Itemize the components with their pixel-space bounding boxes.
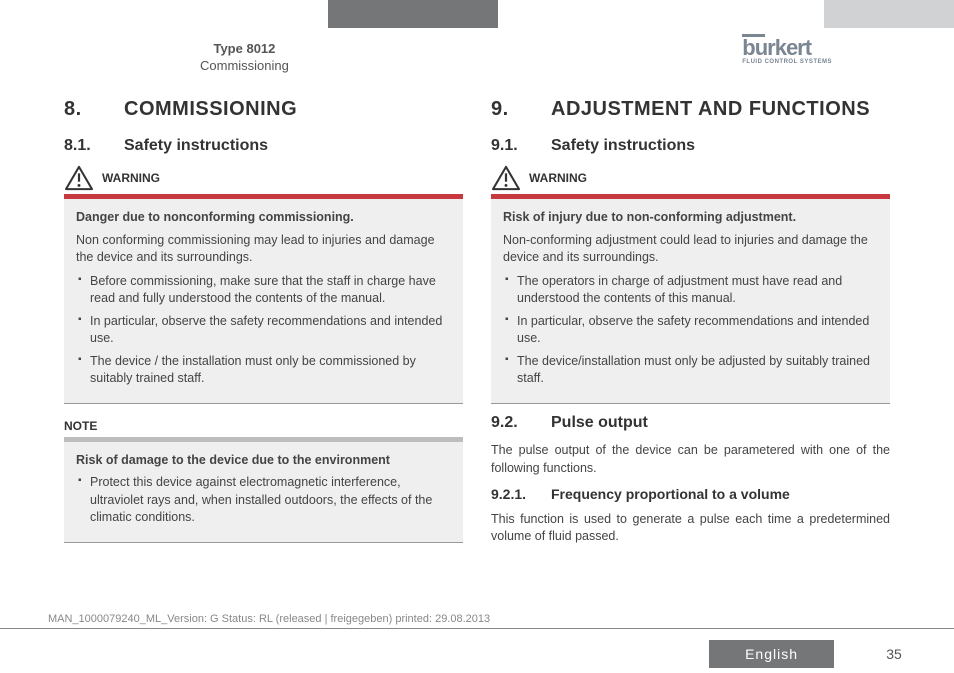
- warning-icon: [64, 165, 94, 191]
- warning-bullet: In particular, observe the safety recomm…: [76, 313, 451, 348]
- warning-label: WARNING: [102, 170, 160, 187]
- warning-icon: [491, 165, 521, 191]
- note-title: Risk of damage to the device due to the …: [76, 452, 451, 470]
- content-area: 8. COMMISSIONING 8.1. Safety instruction…: [64, 95, 890, 613]
- logo-text: burkert: [742, 35, 811, 60]
- section-9-2-1-heading: 9.2.1. Frequency proportional to a volum…: [491, 485, 890, 505]
- body-paragraph: The pulse output of the device can be pa…: [491, 442, 890, 477]
- note-box: Risk of damage to the device due to the …: [64, 442, 463, 543]
- footer-metadata: MAN_1000079240_ML_Version: G Status: RL …: [48, 613, 490, 625]
- warning-box-right: Risk of injury due to non-conforming adj…: [491, 199, 890, 404]
- note-bullet: Protect this device against electromagne…: [76, 474, 451, 527]
- section-9-2-heading: 9.2. Pulse output: [491, 412, 890, 434]
- warning-text: Non-conforming adjustment could lead to …: [503, 232, 878, 267]
- warning-text: Non conforming commissioning may lead to…: [76, 232, 451, 267]
- brand-logo: burkert FLUID CONTROL SYSTEMS: [742, 38, 832, 65]
- doc-section: Commissioning: [200, 58, 289, 75]
- tab-indicator-light: [824, 0, 954, 28]
- warning-bullet: The operators in charge of adjustment mu…: [503, 273, 878, 308]
- section-8-heading: 8. COMMISSIONING: [64, 95, 463, 123]
- warning-bullet: The device/installation must only be adj…: [503, 353, 878, 388]
- warning-title: Risk of injury due to non-conforming adj…: [503, 209, 878, 227]
- language-indicator: English: [709, 640, 834, 668]
- warning-header-left: WARNING: [64, 165, 463, 191]
- warning-title: Danger due to nonconforming commissionin…: [76, 209, 451, 227]
- warning-box-left: Danger due to nonconforming commissionin…: [64, 199, 463, 404]
- warning-bullet: In particular, observe the safety recomm…: [503, 313, 878, 348]
- warning-bullet: The device / the installation must only …: [76, 353, 451, 388]
- warning-bullet: Before commissioning, make sure that the…: [76, 273, 451, 308]
- warning-header-right: WARNING: [491, 165, 890, 191]
- doc-type: Type 8012: [200, 41, 289, 58]
- warning-label: WARNING: [529, 170, 587, 187]
- footer-divider: [0, 628, 954, 629]
- footer-right: English 35: [709, 635, 954, 673]
- note-label: NOTE: [64, 418, 463, 435]
- top-tab-strip: [0, 0, 954, 28]
- tab-indicator-dark: [328, 0, 498, 28]
- page-number: 35: [834, 646, 954, 662]
- section-9-heading: 9. ADJUSTMENT AND FUNCTIONS: [491, 95, 890, 123]
- left-column: 8. COMMISSIONING 8.1. Safety instruction…: [64, 95, 463, 613]
- section-9-1-heading: 9.1. Safety instructions: [491, 135, 890, 157]
- section-8-1-heading: 8.1. Safety instructions: [64, 135, 463, 157]
- body-paragraph: This function is used to generate a puls…: [491, 511, 890, 546]
- right-column: 9. ADJUSTMENT AND FUNCTIONS 9.1. Safety …: [491, 95, 890, 613]
